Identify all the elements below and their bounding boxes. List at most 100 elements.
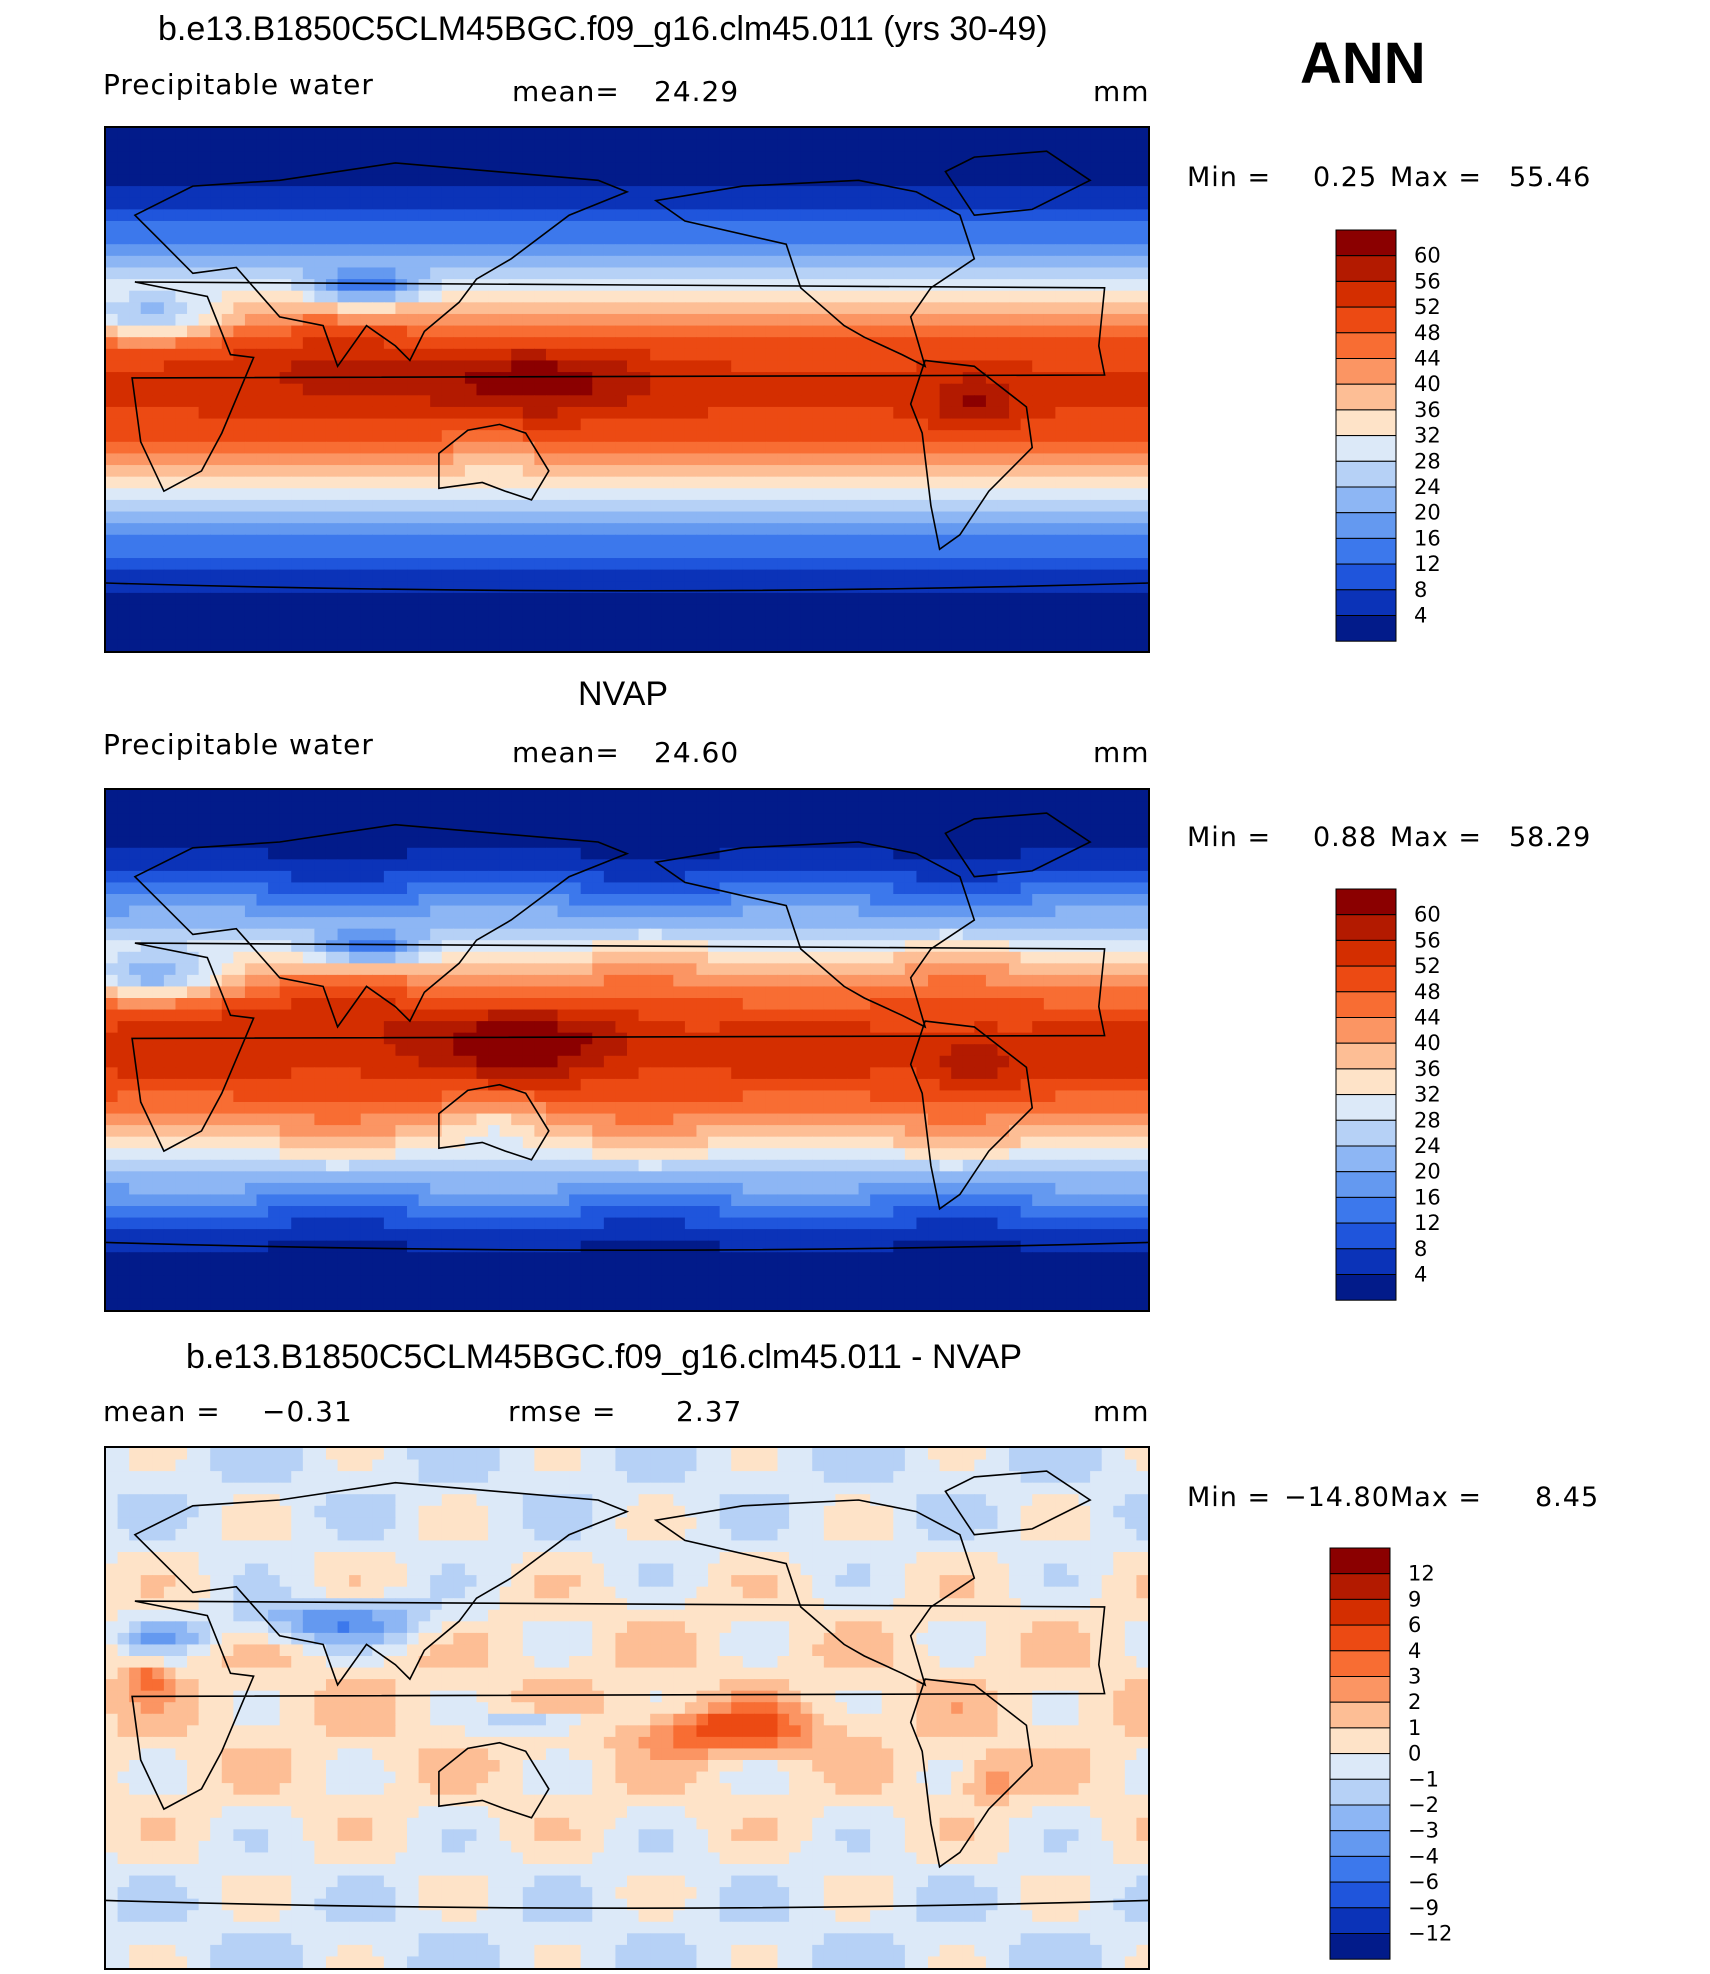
map-cell	[939, 894, 952, 907]
map-cell	[499, 325, 512, 338]
map-cell	[615, 255, 628, 269]
map-cell	[951, 302, 964, 315]
map-cell	[418, 523, 431, 536]
map-cell	[661, 162, 674, 176]
map-cell	[256, 395, 269, 408]
map-cell	[1066, 360, 1080, 373]
map-cell	[627, 128, 640, 141]
map-cell	[812, 395, 825, 408]
map-cell	[742, 604, 755, 617]
map-cell	[268, 604, 281, 617]
map-cell	[291, 220, 304, 234]
map-cell	[1043, 847, 1056, 860]
map-cell	[846, 197, 860, 210]
map-cell	[430, 546, 443, 559]
map-cell	[904, 824, 918, 837]
map-cell	[117, 790, 130, 803]
map-cell	[858, 372, 871, 385]
map-cell	[430, 244, 443, 257]
map-cell	[268, 453, 281, 466]
map-cell	[337, 279, 350, 292]
map-cell	[731, 604, 744, 617]
map-cell	[650, 348, 663, 362]
map-cell	[499, 465, 512, 478]
map-cell	[800, 406, 813, 420]
map-cell	[1032, 870, 1045, 884]
map-cell	[661, 604, 674, 617]
map-cell	[106, 569, 119, 582]
map-cell	[592, 232, 605, 245]
map-cell	[279, 267, 292, 280]
map-cell	[349, 348, 362, 362]
map-cell	[418, 534, 431, 547]
map-cell	[997, 279, 1010, 292]
map-cell	[858, 790, 871, 803]
map-cell	[163, 604, 177, 617]
map-cell	[708, 139, 721, 152]
map-cell	[545, 209, 559, 222]
colorbar-segment	[1335, 409, 1397, 437]
map-cell	[175, 894, 188, 907]
map-cell	[1124, 209, 1138, 222]
map-cell	[1032, 267, 1045, 280]
map-cell	[291, 290, 304, 303]
map-cell	[534, 360, 547, 373]
map-cell	[997, 511, 1010, 524]
map-cell	[962, 197, 975, 210]
map-cell	[534, 197, 547, 210]
map-cell	[985, 639, 999, 651]
map-cell	[812, 546, 825, 559]
map-cell	[545, 453, 559, 466]
map-cell	[800, 360, 813, 373]
map-cell	[175, 220, 188, 234]
map-cell	[522, 569, 535, 582]
map-cell	[916, 197, 929, 210]
map-cell	[650, 616, 663, 629]
map-cell	[464, 592, 478, 606]
map-cell	[152, 186, 165, 199]
map-cell	[453, 372, 466, 385]
map-cell	[522, 174, 535, 187]
map-cell	[407, 232, 420, 245]
map-cell	[1066, 337, 1080, 350]
map-cell	[1043, 523, 1056, 536]
map-cell	[545, 639, 559, 651]
map-cell	[210, 383, 223, 396]
map-cell	[615, 824, 628, 837]
map-cell	[789, 197, 802, 210]
map-cell	[1101, 639, 1114, 651]
map-cell	[175, 151, 188, 164]
map-cell	[580, 627, 593, 640]
map-cell	[1124, 639, 1138, 651]
map-cell	[129, 128, 142, 141]
map-cell	[1020, 616, 1033, 629]
map-cell	[719, 441, 732, 455]
map-cell	[812, 174, 825, 187]
map-cell	[638, 569, 651, 582]
map-cell	[325, 406, 339, 420]
map-cell	[708, 523, 721, 536]
map-cell	[453, 882, 466, 895]
map-cell	[1090, 813, 1103, 826]
map-cell	[140, 313, 153, 327]
map-cell	[1136, 220, 1148, 234]
map-cell	[221, 882, 234, 895]
map-cell	[534, 406, 547, 420]
map-cell	[464, 174, 478, 187]
map-cell	[163, 511, 177, 524]
map-cell	[603, 232, 617, 245]
map-cell	[418, 870, 431, 884]
map-cell	[974, 824, 987, 837]
map-cell	[731, 325, 744, 338]
map-cell	[198, 186, 211, 199]
map-cell	[244, 337, 258, 350]
map-cell	[1055, 790, 1068, 803]
map-cell	[1113, 302, 1126, 315]
map-cell	[916, 870, 929, 884]
map-cell	[684, 581, 698, 594]
map-cell	[719, 151, 732, 164]
map-cell	[1090, 383, 1103, 396]
map-cell	[789, 581, 802, 594]
map-cell	[337, 162, 350, 176]
map-cell	[1043, 186, 1056, 199]
